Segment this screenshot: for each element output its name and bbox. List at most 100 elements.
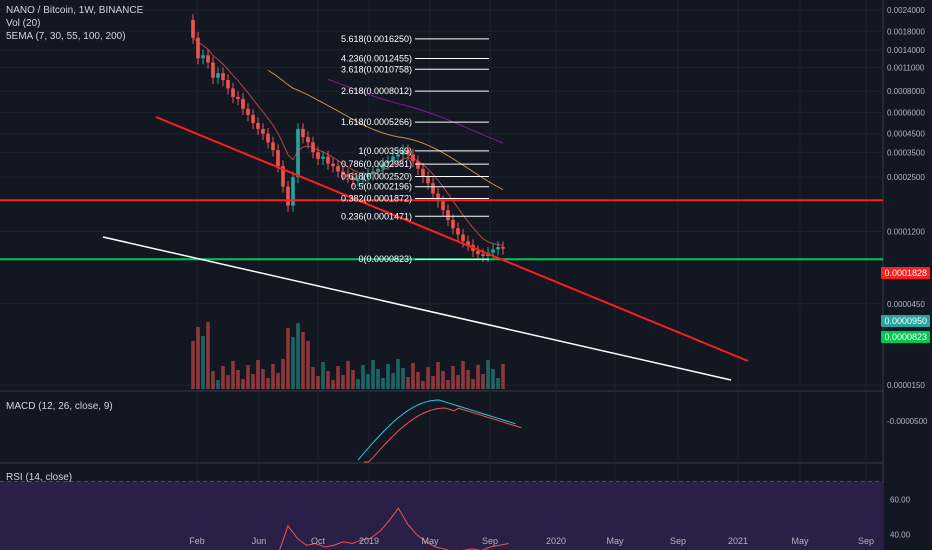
candle-body bbox=[301, 128, 305, 138]
fib-level-label: 0.786(0.0002981) bbox=[341, 159, 412, 169]
fib-level-label: 1(0.0003569) bbox=[358, 146, 412, 156]
candle-body bbox=[221, 73, 225, 81]
volume-bar bbox=[216, 380, 220, 389]
fib-level-label: 1.618(0.0005266) bbox=[341, 117, 412, 127]
volume-bar bbox=[371, 360, 375, 389]
volume-bar bbox=[436, 362, 440, 389]
volume-bar bbox=[226, 375, 230, 389]
fib-level-label: 2.618(0.0008012) bbox=[341, 86, 412, 96]
candle-body bbox=[246, 108, 250, 115]
time-axis-label: May bbox=[421, 536, 439, 546]
fib-level-label: 0.618(0.0002520) bbox=[341, 172, 412, 182]
volume-legend: Vol (20) bbox=[6, 18, 41, 29]
volume-bar bbox=[361, 365, 365, 389]
candle-body bbox=[296, 128, 300, 178]
candle-body bbox=[206, 55, 210, 63]
volume-bar bbox=[416, 372, 420, 389]
price-axis-label: 0.0014000 bbox=[887, 46, 925, 55]
volume-bar bbox=[301, 332, 305, 389]
candle-body bbox=[401, 150, 405, 155]
time-axis-label: 2021 bbox=[728, 536, 748, 546]
volume-bar bbox=[336, 366, 340, 389]
fib-level-label: 0(0.0000823) bbox=[358, 254, 412, 264]
volume-bar bbox=[461, 361, 465, 389]
volume-bar bbox=[346, 361, 350, 389]
fib-level-label: 4.236(0.0012455) bbox=[341, 53, 412, 63]
candle-body bbox=[421, 168, 425, 178]
price-axis-label: 0.0024000 bbox=[887, 6, 925, 15]
candle-body bbox=[226, 80, 230, 89]
candle-body bbox=[281, 166, 285, 187]
candle-body bbox=[396, 154, 400, 157]
last-price-tag: 0.0000950 bbox=[881, 315, 930, 327]
rsi-axis-label: 60.00 bbox=[890, 495, 911, 504]
candle-body bbox=[216, 73, 220, 78]
volume-bar bbox=[196, 327, 200, 389]
volume-bar bbox=[321, 362, 325, 389]
macd-line bbox=[357, 399, 516, 461]
candle-body bbox=[416, 161, 420, 169]
price-axis-label: 0.0004500 bbox=[887, 130, 925, 139]
candle-body bbox=[466, 241, 470, 245]
volume-bar bbox=[376, 369, 380, 389]
volume-bar bbox=[476, 365, 480, 389]
grid-lines bbox=[0, 0, 884, 550]
ema-legend: 5EMA (7, 30, 55, 100, 200) bbox=[6, 31, 126, 42]
volume-bar bbox=[306, 341, 310, 389]
chart-legend: NANO / Bitcoin, 1W, BINANCE Vol (20) 5EM… bbox=[6, 4, 143, 43]
candles bbox=[191, 14, 505, 263]
candle-body bbox=[431, 183, 435, 194]
volume-bar bbox=[261, 369, 265, 389]
volume-bar bbox=[231, 361, 235, 389]
volume-bar bbox=[481, 374, 485, 389]
candle-body bbox=[436, 193, 440, 202]
volume-bar bbox=[471, 379, 475, 389]
time-axis-label: Sep bbox=[482, 536, 498, 546]
macd-legend-wrap: MACD (12, 26, close, 9) bbox=[6, 400, 113, 413]
time-axis-label: 2020 bbox=[546, 536, 566, 546]
axis-labels: Feb Jun Oct 2019 May Sep 2020 May Sep 2021 May Sep 0… bbox=[189, 6, 928, 546]
price-axis-label: 0.0011000 bbox=[887, 64, 925, 73]
candle-body bbox=[366, 174, 370, 178]
volume-bar bbox=[396, 359, 400, 389]
rsi-legend: RSI (14, close) bbox=[6, 472, 73, 483]
candle-body bbox=[361, 177, 365, 181]
volume-bar bbox=[256, 360, 260, 389]
candle-body bbox=[476, 250, 480, 255]
candle-body bbox=[376, 168, 380, 172]
candle-body bbox=[351, 177, 355, 181]
volume-bar bbox=[391, 373, 395, 389]
rsi-line bbox=[279, 507, 509, 550]
candle-body bbox=[211, 62, 215, 78]
volume-bar bbox=[486, 360, 490, 389]
rsi-band bbox=[0, 481, 883, 550]
candle-body bbox=[306, 137, 310, 143]
time-axis-label: Oct bbox=[311, 536, 326, 546]
candle-body bbox=[241, 98, 245, 109]
time-axis-label: Sep bbox=[670, 536, 686, 546]
fib-level-label: 0.5(0.0002196) bbox=[351, 182, 412, 192]
candle-body bbox=[411, 154, 415, 162]
volume-bar bbox=[431, 376, 435, 389]
candle-body bbox=[291, 177, 295, 206]
volume-bar bbox=[281, 359, 285, 389]
time-axis-label: Jun bbox=[252, 536, 267, 546]
volume-bar bbox=[381, 378, 385, 389]
volume-bar bbox=[411, 363, 415, 389]
volume-bar bbox=[246, 365, 250, 389]
price-axis-label: 0.0018000 bbox=[887, 27, 925, 36]
volume-bar bbox=[491, 369, 495, 389]
volume-bar bbox=[466, 370, 470, 389]
candle-body bbox=[316, 152, 320, 159]
volume-bar bbox=[441, 371, 445, 389]
descending-support-line bbox=[102, 236, 732, 381]
candle-body bbox=[441, 201, 445, 211]
candle-body bbox=[231, 88, 235, 97]
macd-axis-label: -0.0000500 bbox=[887, 417, 928, 426]
volume-bar bbox=[356, 379, 360, 389]
volume-bar bbox=[271, 364, 275, 389]
candle-body bbox=[261, 128, 265, 134]
volume-bar bbox=[311, 367, 315, 389]
fib-level-label: 5.618(0.0016250) bbox=[341, 34, 412, 44]
